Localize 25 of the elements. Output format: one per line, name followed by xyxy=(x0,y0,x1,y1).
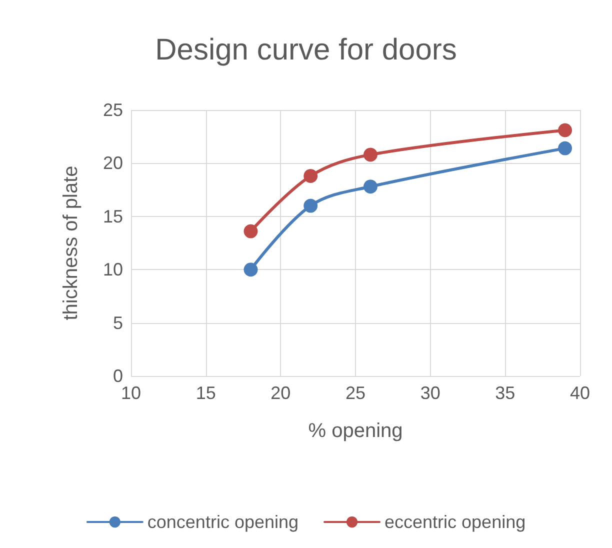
point xyxy=(244,262,258,277)
point xyxy=(558,123,572,138)
y-tick-label: 5 xyxy=(112,312,123,333)
x-tick-label: 15 xyxy=(196,383,216,403)
y-tick-label: 10 xyxy=(102,260,123,280)
x-tick-label: 25 xyxy=(345,383,366,403)
point xyxy=(304,168,318,183)
y-tick-label: 0 xyxy=(112,366,123,386)
x-tick-label: 30 xyxy=(420,383,440,403)
y-tick-label: 20 xyxy=(102,153,123,174)
legend-label: concentric opening xyxy=(147,512,299,532)
y-tick-label: 15 xyxy=(102,206,123,226)
point xyxy=(363,148,378,162)
x-tick-label: 20 xyxy=(270,383,291,403)
x-axis-title: % opening xyxy=(308,420,403,442)
chart-title: Design curve for doors xyxy=(155,34,457,66)
x-tick-label: 35 xyxy=(495,383,516,403)
point xyxy=(244,224,258,238)
x-tick-label: 40 xyxy=(570,383,590,403)
y-axis-title: thickness of plate xyxy=(60,166,82,320)
y-tick-label: 25 xyxy=(102,100,123,120)
legend-label: eccentric opening xyxy=(384,512,526,532)
point xyxy=(304,198,318,213)
point xyxy=(363,180,378,194)
point xyxy=(558,141,572,156)
